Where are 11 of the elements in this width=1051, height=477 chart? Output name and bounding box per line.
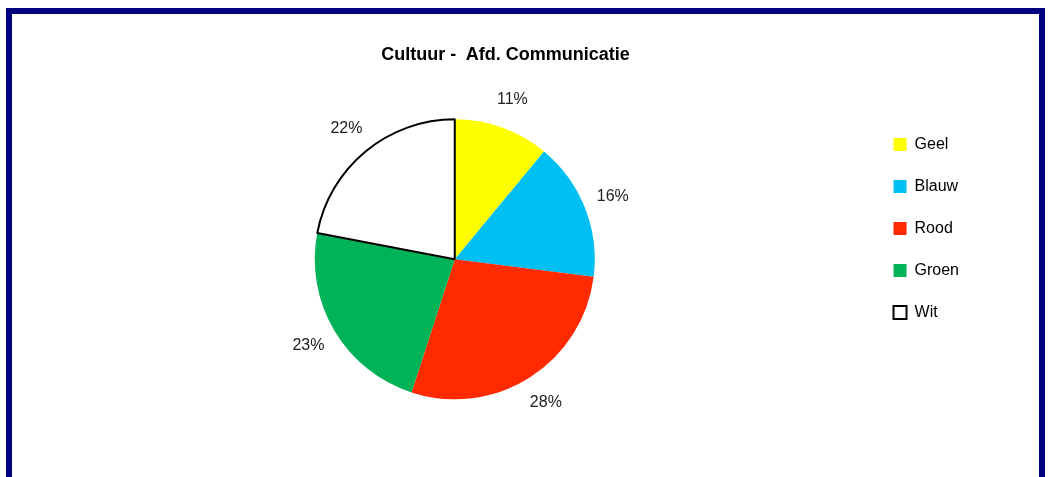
legend-label: Blauw — [914, 176, 959, 194]
legend-label: Rood — [914, 218, 953, 236]
chart-title: Cultuur - Afd. Communicatie — [381, 43, 630, 64]
data-label: 16% — [596, 187, 629, 205]
data-label: 11% — [496, 89, 528, 107]
data-label: 23% — [292, 336, 325, 354]
data-label: 22% — [330, 118, 363, 136]
legend-label: Geel — [914, 134, 949, 152]
legend-label: Wit — [914, 302, 939, 320]
legend-label: Groen — [914, 260, 959, 278]
data-label: 28% — [529, 393, 562, 411]
